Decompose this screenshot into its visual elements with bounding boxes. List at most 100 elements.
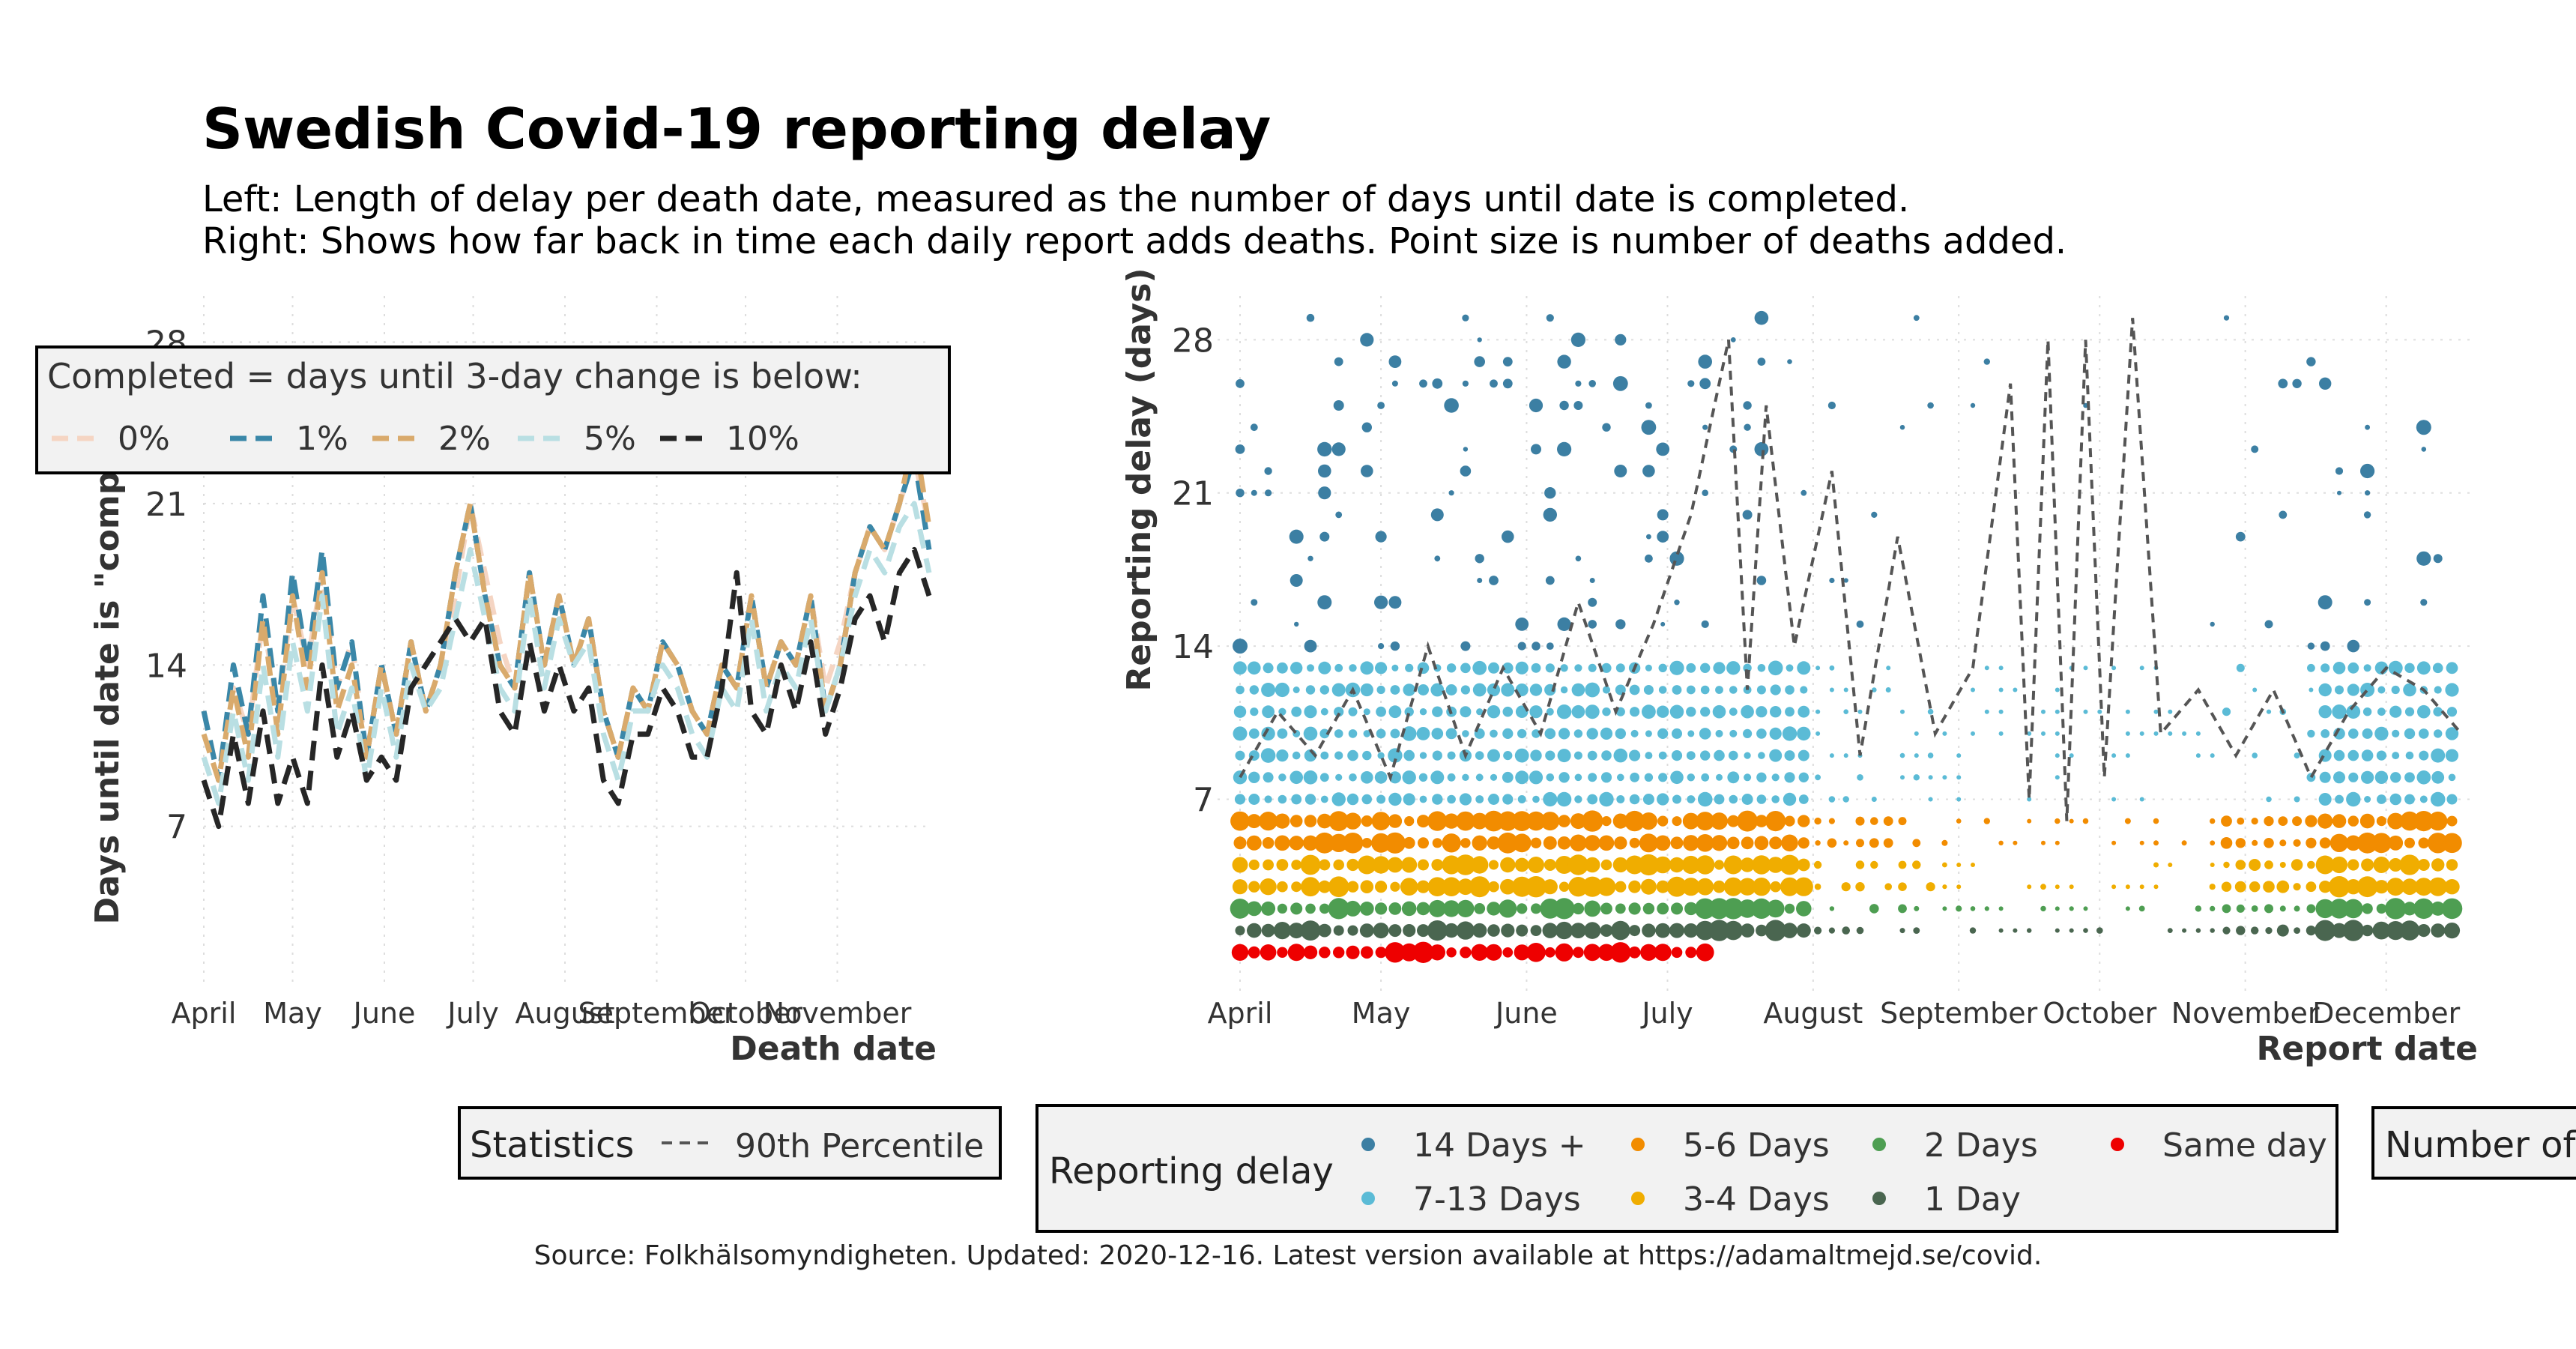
scatter-point-d1 <box>1333 925 1344 936</box>
scatter-point-d1 <box>2251 926 2259 935</box>
scatter-point-d3_4 <box>1248 881 1260 893</box>
scatter-point-d2 <box>2294 905 2300 912</box>
scatter-point-d1 <box>1417 924 1430 938</box>
scatter-point-d7_13 <box>2347 749 2359 761</box>
scatter-point-d7_13 <box>1446 663 1457 673</box>
right-x-tick-label: December <box>2312 997 2460 1030</box>
scatter-point-d7_13 <box>1377 752 1385 759</box>
scatter-point-d1 <box>2210 928 2215 933</box>
scatter-point-d7_13 <box>1360 683 1373 697</box>
completion-legend-title: Completed = days until 3-day change is b… <box>47 356 862 396</box>
scatter-point-d2 <box>2402 902 2417 916</box>
scatter-point-d7_13 <box>1278 773 1287 782</box>
scatter-point-d5_6 <box>1403 836 1415 849</box>
scatter-point-d5_6 <box>1541 812 1560 831</box>
scatter-point-d14 <box>1557 441 1572 457</box>
scatter-point-d1 <box>2265 927 2273 935</box>
scatter-point-d5_6 <box>1798 815 1810 827</box>
scatter-point-d1 <box>1261 923 1275 938</box>
scatter-point-d3_4 <box>1427 877 1448 896</box>
scatter-point-d7_13 <box>1558 728 1570 740</box>
scatter-point-d14 <box>2416 420 2431 435</box>
scatter-point-d7_13 <box>1672 728 1682 739</box>
scatter-point-d7_13 <box>2055 709 2060 714</box>
scatter-point-d3_4 <box>2345 879 2361 895</box>
scatter-point-d7_13 <box>2055 731 2060 736</box>
scatter-point-d5_6 <box>1418 837 1429 849</box>
scatter-point-d7_13 <box>1545 750 1555 761</box>
scatter-point-d14 <box>1317 595 1332 610</box>
scatter-point-d14 <box>2335 467 2344 475</box>
scatter-point-d1 <box>1642 923 1656 938</box>
scatter-point-d7_13 <box>2320 663 2330 673</box>
scatter-point-d7_13 <box>1388 792 1402 806</box>
scatter-point-d7_13 <box>1462 730 1469 737</box>
scatter-point-d7_13 <box>2417 704 2431 719</box>
scatter-point-d14 <box>1730 337 1736 342</box>
scatter-point-d1 <box>2027 928 2032 933</box>
scatter-point-d5_6 <box>1530 837 1542 849</box>
scatter-point-d7_13 <box>1843 687 1848 692</box>
scatter-point-d3_4 <box>2401 878 2418 896</box>
scatter-point-d14 <box>1642 465 1655 477</box>
scatter-point-d7_13 <box>2069 753 2074 758</box>
scatter-point-d14 <box>1289 529 1304 544</box>
scatter-point-d7_13 <box>1447 751 1456 760</box>
scatter-point-d3_4 <box>1328 876 1349 897</box>
scatter-point-d7_13 <box>1629 794 1640 805</box>
scatter-point-d7_13 <box>2318 793 2332 806</box>
scatter-point-d0 <box>1485 944 1502 961</box>
scatter-point-d7_13 <box>1574 773 1582 782</box>
scatter-point-d14 <box>2365 490 2371 496</box>
scatter-point-d0 <box>1248 946 1260 959</box>
scatter-point-d1 <box>1373 923 1389 939</box>
scatter-point-d3_4 <box>1387 857 1403 873</box>
scatter-point-d7_13 <box>1362 750 1372 761</box>
scatter-point-d14 <box>1588 380 1596 387</box>
scatter-point-d2 <box>2236 904 2245 913</box>
scatter-point-d14 <box>1388 355 1402 368</box>
scatter-point-d7_13 <box>1984 709 1989 714</box>
left-y-tick-label: 14 <box>145 647 187 685</box>
scatter-point-d7_13 <box>1376 794 1386 804</box>
scatter-point-d7_13 <box>2111 753 2117 758</box>
delay-key-label: 2 Days <box>1924 1126 2038 1165</box>
scatter-point-d3_4 <box>2153 862 2159 868</box>
scatter-point-d5_6 <box>1798 837 1809 849</box>
scatter-point-d7_13 <box>2446 794 2458 805</box>
scatter-point-d14 <box>1756 576 1767 585</box>
scatter-point-d14 <box>1756 312 1768 325</box>
scatter-point-d3_4 <box>1696 878 1714 896</box>
scatter-point-d2 <box>1723 898 1744 920</box>
scatter-point-d2 <box>1290 902 1303 915</box>
right-x-tick-label: April <box>1208 997 1273 1030</box>
scatter-point-d1 <box>2236 926 2246 935</box>
scatter-point-d14 <box>1801 489 1807 496</box>
scatter-point-d3_4 <box>1971 863 1975 867</box>
scatter-point-d3_4 <box>1555 856 1573 874</box>
scatter-point-d2 <box>1442 900 1460 917</box>
scatter-point-d14 <box>1444 398 1459 413</box>
scatter-point-d14 <box>2421 447 2427 452</box>
scatter-point-d14 <box>1589 578 1595 583</box>
scatter-point-d3_4 <box>1752 855 1771 875</box>
scatter-point-d3_4 <box>1500 857 1516 873</box>
scatter-point-d7_13 <box>1669 660 1684 675</box>
scatter-point-d7_13 <box>2374 770 2389 785</box>
scatter-point-d5_6 <box>1275 835 1290 851</box>
scatter-point-d7_13 <box>1432 794 1443 805</box>
scatter-point-d7_13 <box>1432 750 1442 761</box>
scatter-point-d5_6 <box>2221 815 2232 827</box>
scatter-point-d14 <box>1656 442 1670 456</box>
scatter-point-d5_6 <box>2220 837 2233 849</box>
scatter-point-d3_4 <box>1357 855 1376 875</box>
scatter-point-d5_6 <box>2082 818 2089 824</box>
scatter-point-d7_13 <box>1487 705 1501 719</box>
scatter-point-d1 <box>2182 928 2187 933</box>
scatter-point-d7_13 <box>1374 771 1388 784</box>
scatter-point-d7_13 <box>2374 726 2389 741</box>
scatter-point-d7_13 <box>1857 774 1863 781</box>
left-series-line-5pct <box>201 501 932 806</box>
scatter-point-d3_4 <box>1612 857 1628 873</box>
scatter-point-d3_4 <box>1442 855 1461 875</box>
